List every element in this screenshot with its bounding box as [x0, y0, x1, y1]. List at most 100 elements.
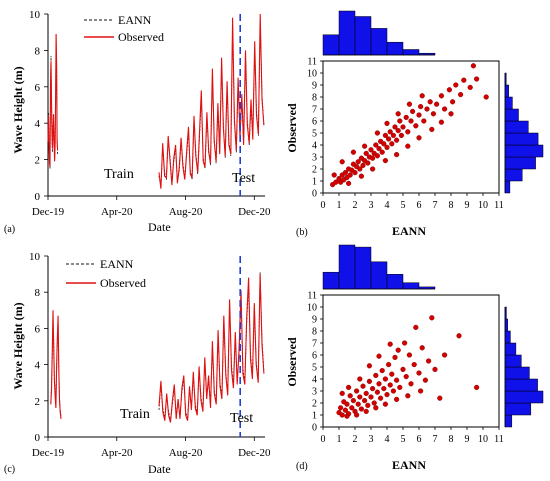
panel-d-data-point [368, 394, 374, 400]
panel-b-y-histogram-bar [504, 144, 544, 158]
panel-d-data-point [370, 386, 376, 392]
panel-b-data-point [376, 146, 382, 152]
panel-c-y-tick-label: 2 [35, 396, 41, 408]
panel-d-y-tick-label: 7 [312, 339, 317, 350]
panel-b-y-histogram-bar [504, 156, 536, 170]
panel-b-data-point [427, 99, 433, 105]
panel-d-data-point [389, 371, 395, 377]
panel-b-data-point [373, 142, 379, 148]
panel-d-data-point [416, 370, 422, 376]
panel-b-data-point [389, 141, 395, 147]
panel-a-test-label: Test [232, 171, 255, 186]
panel-d-data-point [406, 352, 413, 358]
panel-d-data-point [474, 384, 480, 391]
panel-d-data-point [376, 353, 382, 359]
panel-a-y-tick-label: 6 [35, 82, 41, 94]
panel-b-y-tick-label: 9 [312, 81, 317, 92]
panel-d-x-tick-label: 2 [353, 434, 358, 445]
panel-d-data-point [357, 394, 363, 400]
panel-d-x-tick-label: 6 [417, 434, 422, 445]
panel-d-data-point [376, 381, 382, 387]
panel-b-y-histogram-bar [504, 120, 529, 134]
panel-b-x-tick-label: 7 [433, 200, 438, 211]
panel-c-observed-line [158, 274, 265, 423]
panel-d-data-point [339, 390, 345, 397]
panel-b-data-point [405, 129, 411, 135]
panel-b-data-point [352, 170, 358, 176]
panel-b-data-point [483, 94, 489, 100]
panel-b-data-point [410, 108, 416, 115]
panel-d-data-point [386, 362, 392, 368]
panel-d-data-point [394, 377, 400, 383]
panel-b-data-point [358, 173, 365, 179]
panel-a-observed-line [158, 13, 265, 189]
panel-b-data-point [400, 124, 406, 130]
panel-c-train-label: Train [120, 407, 150, 422]
panel-b-data-point [474, 76, 480, 82]
panel-b-data-point [363, 150, 369, 157]
panel-d-panel-label: (d) [296, 461, 308, 472]
panel-b-y-histogram-bar [504, 168, 523, 182]
panel-d-y-histogram-bar [504, 390, 544, 404]
panel-b-x-histogram-bar [354, 16, 372, 56]
panel-b-data-point [386, 136, 392, 142]
panel-b-data-point [347, 172, 353, 178]
panel-d-data-point [347, 393, 353, 399]
panel-d-data-point [371, 400, 377, 406]
panel-b-data-point [413, 123, 419, 129]
panel-d-y-histogram-bar [504, 414, 513, 428]
panel-d-x-tick-label: 5 [401, 434, 406, 445]
panel-b-x-tick-label: 0 [321, 200, 326, 211]
panel-b-data-point [458, 91, 464, 98]
panel-c-legend-observed-label: Observed [100, 276, 146, 290]
panel-d-data-point [382, 401, 389, 407]
panel-d-y-histogram-bar [504, 330, 511, 344]
panel-d-data-point [419, 345, 425, 351]
panel-b-data-point [365, 160, 371, 166]
panel-d-data-point [362, 398, 368, 404]
panel-d-y-tick-label: 10 [307, 303, 317, 314]
panel-b-data-point [424, 106, 430, 112]
panel-a-y-tick-label: 0 [35, 191, 41, 203]
panel-b-data-point [419, 93, 425, 99]
panel-d-y-label: Observed [285, 337, 299, 387]
panel-c-legend-eann-label: EANN [100, 257, 134, 271]
panel-d-data-point [350, 398, 357, 404]
panel-a-y-label: Wave Height (m) [11, 66, 25, 153]
panel-c-y-tick-label: 6 [35, 323, 41, 335]
panel-b-x-tick-label: 3 [369, 200, 374, 211]
panel-b-data-point [453, 82, 459, 88]
panel-d-data-point [382, 376, 389, 382]
panel-d-data-point [358, 406, 365, 412]
panel-d-plot-frame [322, 294, 500, 428]
panel-b-data-point [384, 120, 390, 127]
panel-d-x-tick-label: 7 [433, 434, 438, 445]
panel-b-data-point [342, 170, 349, 176]
panel-d-x-histogram-bar [370, 261, 388, 290]
panel-d-data-point [349, 405, 355, 411]
panel-a-x-tick-label: Aug-20 [169, 206, 203, 218]
panel-b-data-point [360, 162, 366, 169]
panel-d-data-point [381, 386, 387, 392]
panel-d-data-point [418, 388, 424, 394]
panel-b-data-point [350, 149, 357, 155]
panel-d-x-tick-label: 10 [478, 434, 488, 445]
panel-d-y-histogram-bar [504, 402, 532, 416]
panel-d-data-point [363, 408, 369, 415]
panel-b-y-tick-label: 7 [312, 105, 317, 116]
panel-b-x-histogram-bar [386, 41, 404, 56]
panel-d-x-tick-label: 0 [321, 434, 326, 445]
panel-b-data-point [450, 99, 456, 105]
panel-b-x-tick-label: 11 [494, 200, 504, 211]
panel-b-y-tick-label: 0 [312, 189, 317, 200]
panel-d-data-point [387, 341, 393, 347]
panel-b-x-tick-label: 4 [385, 200, 390, 211]
panel-d-data-point [400, 366, 406, 373]
panel-c-x-tick-label: Apr-20 [101, 447, 133, 459]
panel-d-data-point [397, 384, 403, 391]
panel-d-data-point [402, 340, 408, 346]
panel-b-x-tick-label: 6 [417, 200, 422, 211]
panel-d-x-tick-label: 1 [337, 434, 342, 445]
panel-d-x-tick-label: 4 [385, 434, 390, 445]
panel-d-y-histogram-bar [504, 318, 508, 332]
